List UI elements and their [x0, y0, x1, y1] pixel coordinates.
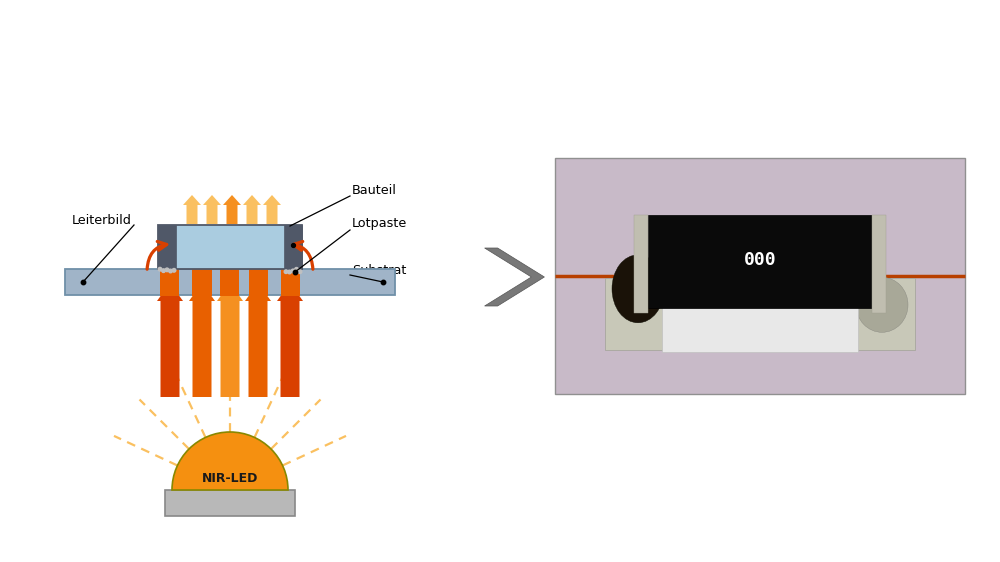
Bar [248, 268, 268, 296]
Polygon shape [263, 195, 281, 224]
Bar [284, 225, 302, 269]
Bar [165, 490, 295, 516]
Polygon shape [245, 283, 271, 397]
Polygon shape [189, 283, 215, 397]
Bar [280, 268, 300, 296]
Circle shape [165, 268, 169, 271]
Bar [65, 269, 395, 295]
Bar [648, 215, 872, 308]
Polygon shape [243, 195, 261, 224]
Text: Leiterbild: Leiterbild [72, 214, 132, 226]
Bar [662, 291, 858, 352]
Circle shape [291, 268, 295, 272]
Bar [158, 225, 302, 269]
Polygon shape [183, 195, 201, 224]
Bar [872, 215, 886, 313]
Bar [634, 215, 648, 313]
Polygon shape [223, 195, 241, 224]
Polygon shape [157, 283, 183, 397]
Bar [160, 268, 179, 296]
Ellipse shape [856, 277, 908, 332]
Wedge shape [172, 432, 288, 490]
Text: Lotpaste: Lotpaste [352, 217, 407, 230]
Text: NIR-LED: NIR-LED [202, 472, 258, 484]
Circle shape [284, 270, 288, 274]
Bar [220, 268, 239, 296]
Circle shape [169, 269, 172, 273]
Text: 000: 000 [744, 251, 776, 269]
Bar [555, 158, 965, 394]
Bar [158, 225, 176, 269]
Circle shape [172, 269, 176, 273]
Ellipse shape [612, 255, 664, 323]
Polygon shape [277, 283, 303, 397]
Circle shape [295, 268, 298, 271]
Polygon shape [217, 283, 243, 397]
Polygon shape [485, 248, 544, 306]
Text: Bauteil: Bauteil [352, 184, 397, 197]
Circle shape [298, 269, 302, 273]
Circle shape [162, 270, 165, 273]
Bar [605, 278, 915, 350]
Circle shape [158, 270, 162, 273]
Bar [192, 268, 212, 296]
Circle shape [288, 268, 291, 271]
Text: Substrat: Substrat [352, 264, 406, 277]
Polygon shape [203, 195, 221, 224]
